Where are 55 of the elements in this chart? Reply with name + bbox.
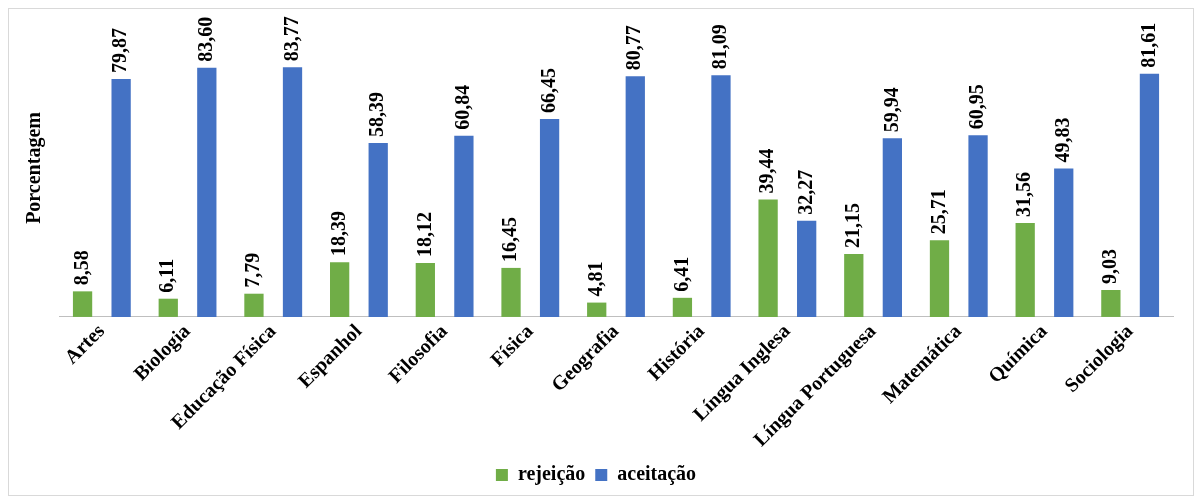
data-label: 31,56 (1012, 171, 1035, 217)
bar (711, 75, 731, 317)
data-label: 21,15 (840, 202, 863, 248)
bar (111, 78, 131, 317)
bar (882, 138, 902, 317)
bar (368, 142, 388, 317)
bar (330, 262, 350, 317)
y-axis-title: Porcentagem (22, 111, 46, 224)
bar (244, 293, 264, 317)
data-label: 25,71 (926, 189, 949, 235)
bar (539, 118, 560, 317)
data-label: 16,45 (498, 216, 521, 262)
bar (282, 67, 303, 317)
data-label: 7,79 (241, 252, 264, 288)
bar (587, 302, 607, 317)
bar (1101, 290, 1121, 317)
data-label: 18,12 (412, 211, 435, 257)
bar (1139, 73, 1160, 317)
bar (758, 199, 778, 317)
data-label: 4,81 (583, 261, 606, 297)
data-label: 39,44 (755, 148, 778, 194)
data-label: 79,87 (108, 27, 131, 73)
bar (929, 240, 950, 317)
data-label: 83,60 (193, 16, 216, 62)
data-label: 49,83 (1050, 117, 1073, 163)
data-label: 6,11 (155, 258, 178, 293)
bar (454, 135, 474, 317)
data-label: 32,27 (793, 169, 816, 215)
legend-label: rejeição (517, 462, 586, 486)
data-label: 60,84 (451, 84, 474, 130)
legend-label: aceitação (617, 462, 697, 486)
data-label: 18,39 (326, 211, 349, 257)
bar (625, 76, 645, 317)
data-label: 9,03 (1098, 249, 1121, 285)
data-label: 81,09 (708, 24, 731, 70)
data-label: 80,77 (622, 25, 645, 71)
bar (72, 291, 93, 317)
bar (1015, 222, 1035, 317)
data-label: 83,77 (279, 16, 302, 62)
data-label: 8,58 (69, 250, 92, 286)
bar (844, 253, 864, 317)
data-label: 81,61 (1136, 22, 1159, 68)
data-label: 59,94 (879, 87, 902, 133)
bar (197, 67, 217, 317)
data-label: 6,41 (669, 256, 692, 292)
bar (415, 262, 435, 317)
data-label: 66,45 (536, 67, 559, 113)
bar (672, 297, 693, 317)
bar (1054, 168, 1074, 317)
bar (158, 298, 178, 317)
data-label: 58,39 (365, 91, 388, 137)
bar (797, 220, 817, 317)
data-label: 60,95 (965, 84, 988, 130)
bar (968, 135, 988, 317)
bar (501, 267, 521, 317)
